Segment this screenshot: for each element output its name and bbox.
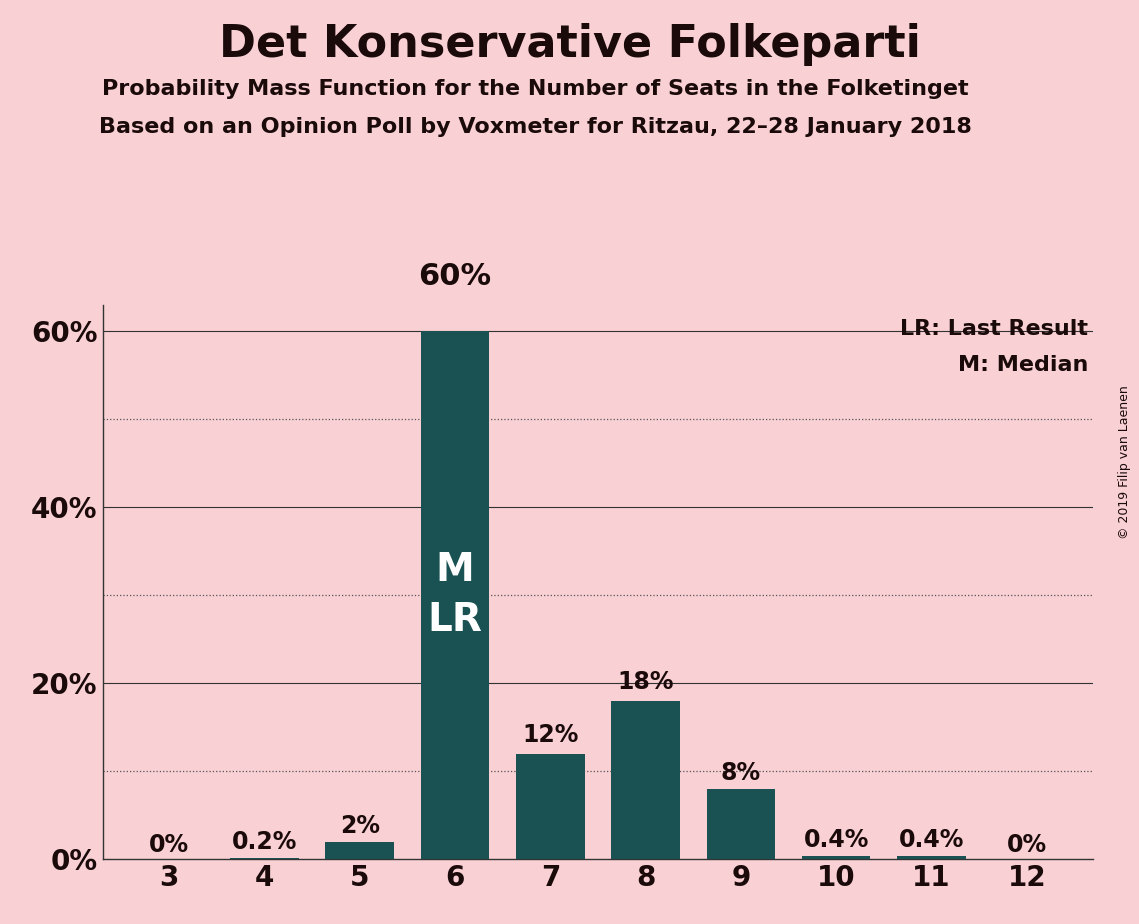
- Text: M
LR: M LR: [427, 552, 483, 639]
- Text: 0.4%: 0.4%: [803, 828, 869, 852]
- Text: 0.2%: 0.2%: [232, 830, 297, 854]
- Text: LR: Last Result: LR: Last Result: [901, 319, 1089, 339]
- Text: Det Konservative Folkeparti: Det Konservative Folkeparti: [219, 23, 920, 67]
- Text: Probability Mass Function for the Number of Seats in the Folketinget: Probability Mass Function for the Number…: [103, 79, 968, 99]
- Bar: [230, 857, 298, 859]
- Text: M: Median: M: Median: [958, 355, 1089, 375]
- Text: 0%: 0%: [149, 833, 189, 857]
- Text: 0%: 0%: [1007, 833, 1047, 857]
- Bar: [898, 856, 966, 859]
- Text: Based on an Opinion Poll by Voxmeter for Ritzau, 22–28 January 2018: Based on an Opinion Poll by Voxmeter for…: [99, 117, 972, 138]
- Bar: [516, 754, 584, 859]
- Bar: [420, 332, 490, 859]
- Text: © 2019 Filip van Laenen: © 2019 Filip van Laenen: [1118, 385, 1131, 539]
- Text: 12%: 12%: [522, 723, 579, 747]
- Text: 18%: 18%: [617, 670, 674, 694]
- Bar: [326, 842, 394, 859]
- Text: 60%: 60%: [418, 262, 492, 291]
- Text: 8%: 8%: [721, 760, 761, 784]
- Bar: [612, 701, 680, 859]
- Text: 0.4%: 0.4%: [899, 828, 964, 852]
- Text: 2%: 2%: [339, 814, 379, 838]
- Bar: [802, 856, 870, 859]
- Bar: [706, 789, 776, 859]
